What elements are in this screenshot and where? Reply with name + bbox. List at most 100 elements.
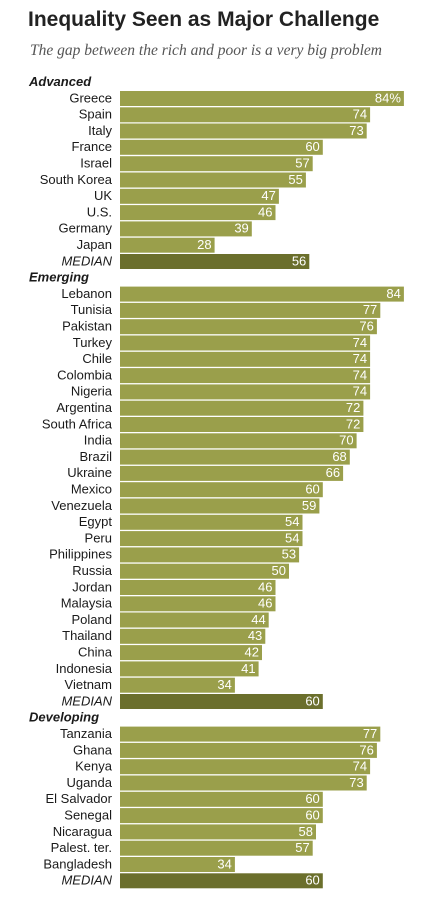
value-label-china: 42: [245, 645, 259, 660]
bar-poland: [120, 612, 269, 628]
row-label-mexico: Mexico: [71, 482, 112, 497]
row-label-italy: Italy: [88, 123, 112, 138]
bar-india: [120, 433, 357, 449]
section-header-developing: Developing: [29, 710, 99, 725]
bar-south-africa: [120, 417, 364, 432]
bar-colombia: [120, 368, 371, 384]
value-label-venezuela: 59: [302, 498, 316, 513]
value-label-vietnam: 34: [217, 677, 231, 692]
bar-palest-ter: [120, 840, 313, 856]
bar-pakistan: [120, 319, 377, 335]
row-label-china: China: [78, 645, 113, 660]
row-label-ghana: Ghana: [73, 742, 113, 757]
bar-russia: [120, 563, 289, 579]
bar-vietnam: [120, 677, 235, 693]
bar-spain: [120, 107, 371, 123]
value-label-italy: 73: [349, 123, 363, 138]
value-label-median-developing: 60: [305, 873, 319, 888]
value-label-russia: 50: [272, 563, 286, 578]
value-label-peru: 54: [285, 530, 299, 545]
row-label-south-korea: South Korea: [40, 172, 113, 187]
bar-kenya: [120, 759, 371, 775]
bar-chile: [120, 351, 371, 367]
value-label-germany: 39: [234, 221, 248, 236]
section-header-emerging: Emerging: [29, 270, 89, 285]
value-label-median-emerging: 60: [305, 693, 319, 708]
value-label-uk: 47: [261, 188, 275, 203]
value-label-senegal: 60: [305, 808, 319, 823]
value-label-uganda: 73: [349, 775, 363, 790]
value-label-median-advanced: 56: [292, 253, 306, 268]
value-label-france: 60: [305, 139, 319, 154]
bar-ukraine: [120, 465, 344, 481]
value-label-turkey: 74: [353, 335, 367, 350]
bar-brazil: [120, 449, 350, 465]
bar-lebanon: [120, 286, 404, 302]
value-label-egypt: 54: [285, 514, 299, 529]
value-label-israel: 57: [295, 156, 309, 171]
bar-median-emerging: [120, 694, 323, 709]
value-label-spain: 74: [353, 107, 367, 122]
row-label-ukraine: Ukraine: [67, 465, 112, 480]
value-label-south-korea: 55: [288, 172, 302, 187]
bar-median-developing: [120, 873, 323, 889]
bar-china: [120, 645, 262, 661]
value-label-malaysia: 46: [258, 596, 272, 611]
bar-senegal: [120, 808, 323, 824]
row-label-india: India: [84, 433, 113, 448]
value-label-south-africa: 72: [346, 416, 360, 431]
bar-egypt: [120, 514, 303, 530]
value-label-japan: 28: [197, 237, 211, 252]
value-label-el-salvador: 60: [305, 791, 319, 806]
row-label-nicaragua: Nicaragua: [53, 824, 113, 839]
row-label-argentina: Argentina: [56, 400, 112, 415]
bar-argentina: [120, 400, 364, 416]
bar-indonesia: [120, 661, 259, 677]
bar-tunisia: [120, 302, 381, 318]
row-label-jordan: Jordan: [72, 579, 112, 594]
row-label-senegal: Senegal: [64, 808, 112, 823]
value-label-u-s: 46: [258, 204, 272, 219]
bar-nigeria: [120, 384, 371, 400]
value-label-indonesia: 41: [241, 661, 255, 676]
row-label-tunisia: Tunisia: [71, 302, 113, 317]
value-label-greece: 84%: [375, 90, 401, 105]
bar-philippines: [120, 547, 300, 563]
bar-uganda: [120, 775, 367, 791]
bar-italy: [120, 123, 367, 139]
row-label-greece: Greece: [69, 90, 112, 105]
row-label-lebanon: Lebanon: [61, 286, 112, 301]
bar-peru: [120, 531, 303, 547]
bar-tanzania: [120, 726, 381, 742]
value-label-colombia: 74: [353, 367, 367, 382]
value-label-philippines: 53: [282, 547, 296, 562]
value-label-argentina: 72: [346, 400, 360, 415]
value-label-chile: 74: [353, 351, 367, 366]
row-label-brazil: Brazil: [79, 449, 112, 464]
bar-malaysia: [120, 596, 276, 612]
bar-turkey: [120, 335, 371, 351]
row-label-palest-ter: Palest. ter.: [51, 840, 112, 855]
row-label-israel: Israel: [80, 156, 112, 171]
value-label-mexico: 60: [305, 482, 319, 497]
bar-median-advanced: [120, 254, 310, 269]
bar-germany: [120, 221, 252, 237]
value-label-nigeria: 74: [353, 384, 367, 399]
value-label-palest-ter: 57: [295, 840, 309, 855]
row-label-median-emerging: MEDIAN: [61, 693, 112, 708]
row-label-uk: UK: [94, 188, 112, 203]
value-label-tunisia: 77: [363, 302, 377, 317]
value-label-nicaragua: 58: [299, 824, 313, 839]
value-label-india: 70: [339, 433, 353, 448]
row-label-germany: Germany: [59, 221, 113, 236]
row-label-malaysia: Malaysia: [61, 596, 113, 611]
value-label-bangladesh: 34: [217, 856, 231, 871]
chart-title: Inequality Seen as Major Challenge: [28, 8, 380, 31]
row-label-poland: Poland: [72, 612, 112, 627]
row-label-colombia: Colombia: [57, 367, 113, 382]
row-label-indonesia: Indonesia: [56, 661, 113, 676]
bar-venezuela: [120, 498, 320, 514]
row-label-philippines: Philippines: [49, 547, 112, 562]
value-label-lebanon: 84: [386, 286, 400, 301]
